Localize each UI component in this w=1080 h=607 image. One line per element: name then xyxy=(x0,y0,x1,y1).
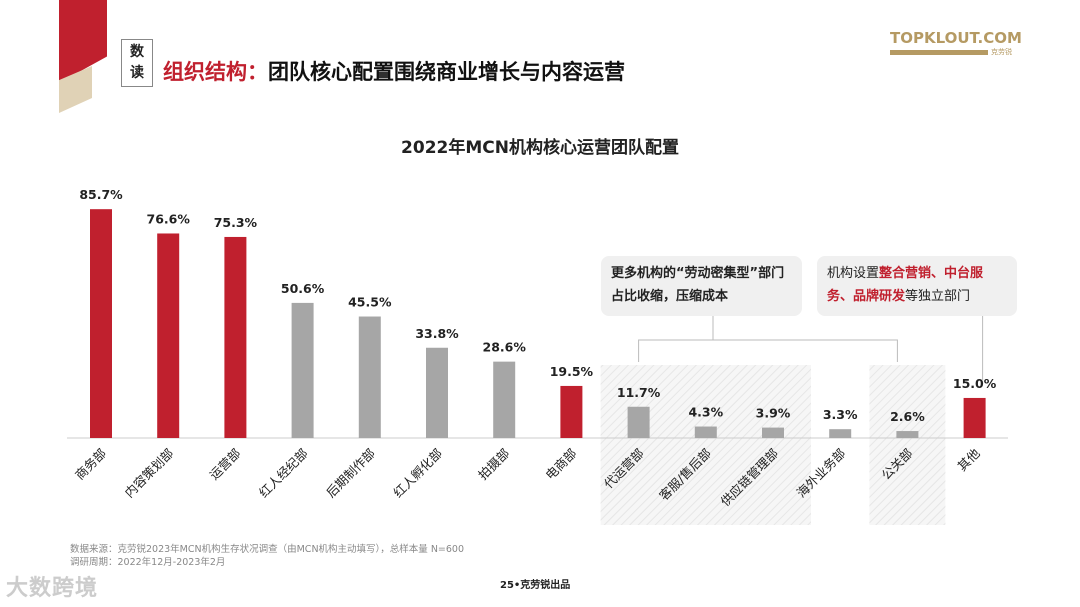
hatched-group-region xyxy=(600,365,811,525)
bar-1 xyxy=(90,209,112,438)
data-label: 76.6% xyxy=(147,211,191,226)
category-label: 红人经纪部 xyxy=(256,446,311,501)
callout-right: 机构设置整合营销、中台服务、品牌研发等独立部门 xyxy=(817,256,1017,316)
bar-7 xyxy=(493,361,516,438)
bar-2 xyxy=(157,233,180,438)
category-label: 电商部 xyxy=(542,446,579,483)
title-main: 团队核心配置围绕商业增长与内容运营 xyxy=(268,60,625,84)
category-label: 红人孵化部 xyxy=(390,446,445,501)
callout-highlight: 整合营销、中台服务、品牌研发 xyxy=(827,266,984,304)
data-label: 3.3% xyxy=(823,407,858,422)
bar-11 xyxy=(762,427,784,438)
bar-8 xyxy=(560,385,583,438)
category-label: 拍摄部 xyxy=(475,446,512,483)
badge-char: 读 xyxy=(130,65,144,81)
data-label: 2.6% xyxy=(890,409,925,424)
bar-10 xyxy=(694,426,717,438)
badge-char: 数 xyxy=(130,44,144,60)
data-label: 50.6% xyxy=(281,281,325,296)
data-label: 15.0% xyxy=(953,376,997,391)
logo-text: TOPKLOUT.COM xyxy=(890,29,1022,47)
connector-line xyxy=(638,339,898,362)
category-label: 商务部 xyxy=(72,446,109,483)
title-prefix: 组织结构： xyxy=(163,60,268,84)
chart-title: 2022年MCN机构核心运营团队配置 xyxy=(401,138,679,158)
logo-sub: 克劳锐 xyxy=(991,48,1012,56)
section-badge: 数读 xyxy=(121,39,153,87)
category-label: 运营部 xyxy=(206,446,243,483)
category-label: 内容策划部 xyxy=(122,446,177,501)
data-label: 45.5% xyxy=(348,295,392,310)
source-text: 数据来源：克劳锐2023年MCN机构生存状况调查（由MCN机构主动填写），总样本… xyxy=(70,544,465,555)
period-text: 调研周期：2022年12月-2023年2月 xyxy=(70,557,226,568)
data-label: 75.3% xyxy=(214,215,258,230)
bar-3 xyxy=(224,236,247,438)
data-label: 28.6% xyxy=(483,340,527,355)
data-label: 11.7% xyxy=(617,385,661,400)
data-label: 4.3% xyxy=(688,405,723,420)
callout-text: 等独立部门 xyxy=(905,289,971,304)
callout-text: 机构设置 xyxy=(827,266,880,281)
bar-4 xyxy=(291,302,314,438)
bar-5 xyxy=(358,316,381,438)
bar-14 xyxy=(963,397,986,438)
data-label: 85.7% xyxy=(79,187,123,202)
bar-12 xyxy=(829,429,852,438)
data-label: 3.9% xyxy=(756,406,791,421)
category-label: 后期制作部 xyxy=(323,446,378,501)
data-label: 19.5% xyxy=(550,364,594,379)
watermark: 大数跨境 xyxy=(6,576,99,601)
category-label: 其他 xyxy=(954,445,983,474)
callout-left: 更多机构的“劳动密集型”部门占比收缩，压缩成本 xyxy=(601,256,802,316)
brand-logo: TOPKLOUT.COM 克劳锐 xyxy=(890,29,1022,57)
page-title: 组织结构：团队核心配置围绕商业增长与内容运营 xyxy=(163,56,625,86)
bar-9 xyxy=(627,406,650,438)
page-number: 25•克劳锐出品 xyxy=(500,580,571,591)
source-note: 数据来源：克劳锐2023年MCN机构生存状况调查（由MCN机构主动填写），总样本… xyxy=(70,543,464,569)
data-label: 33.8% xyxy=(415,326,459,341)
hatched-group-region xyxy=(869,365,946,525)
bar-6 xyxy=(426,347,448,438)
bar-13 xyxy=(896,431,919,438)
